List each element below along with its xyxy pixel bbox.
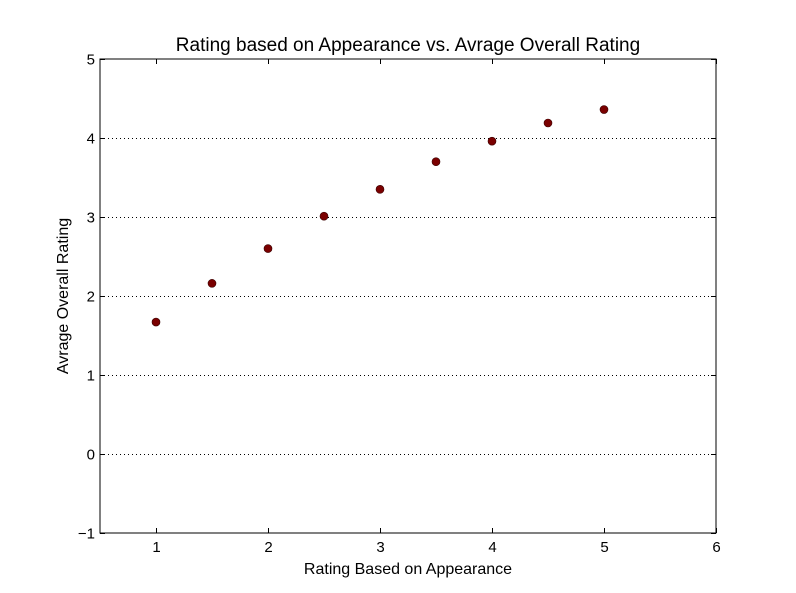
plot-area-frame [99,58,717,534]
data-point [487,136,497,146]
data-point [263,244,273,253]
x-axis-label: Rating Based on Appearance [304,561,512,578]
chart-title: Rating based on Appearance vs. Avrage Ov… [176,35,640,56]
data-point [599,105,609,114]
data-point [207,279,217,288]
axis-ticks: −1 0 1 2 3 4 5 1 2 3 4 5 6 [78,52,721,557]
y-tick-label: 5 [87,52,95,69]
data-point [543,118,553,128]
x-tick-label: 2 [264,539,272,556]
x-tick-label: 4 [488,539,496,556]
y-axis-label: Avrage Overall Rating [55,218,72,374]
x-tick-label: 5 [600,539,608,556]
data-points [151,105,609,327]
x-tick-label: 3 [376,539,384,556]
y-tick-label: 1 [87,368,95,385]
x-tick-label: 6 [712,539,720,556]
data-point [431,157,441,166]
x-tick-label: 1 [152,539,160,556]
y-tick-label: 3 [87,210,95,227]
data-point [319,211,329,221]
data-point [151,317,161,327]
y-tick-label: 0 [87,447,95,464]
y-tick-label: 2 [87,289,95,306]
y-tick-label: 4 [87,131,95,148]
gridlines [100,138,716,455]
data-point [375,185,385,194]
y-tick-label: −1 [78,526,95,543]
